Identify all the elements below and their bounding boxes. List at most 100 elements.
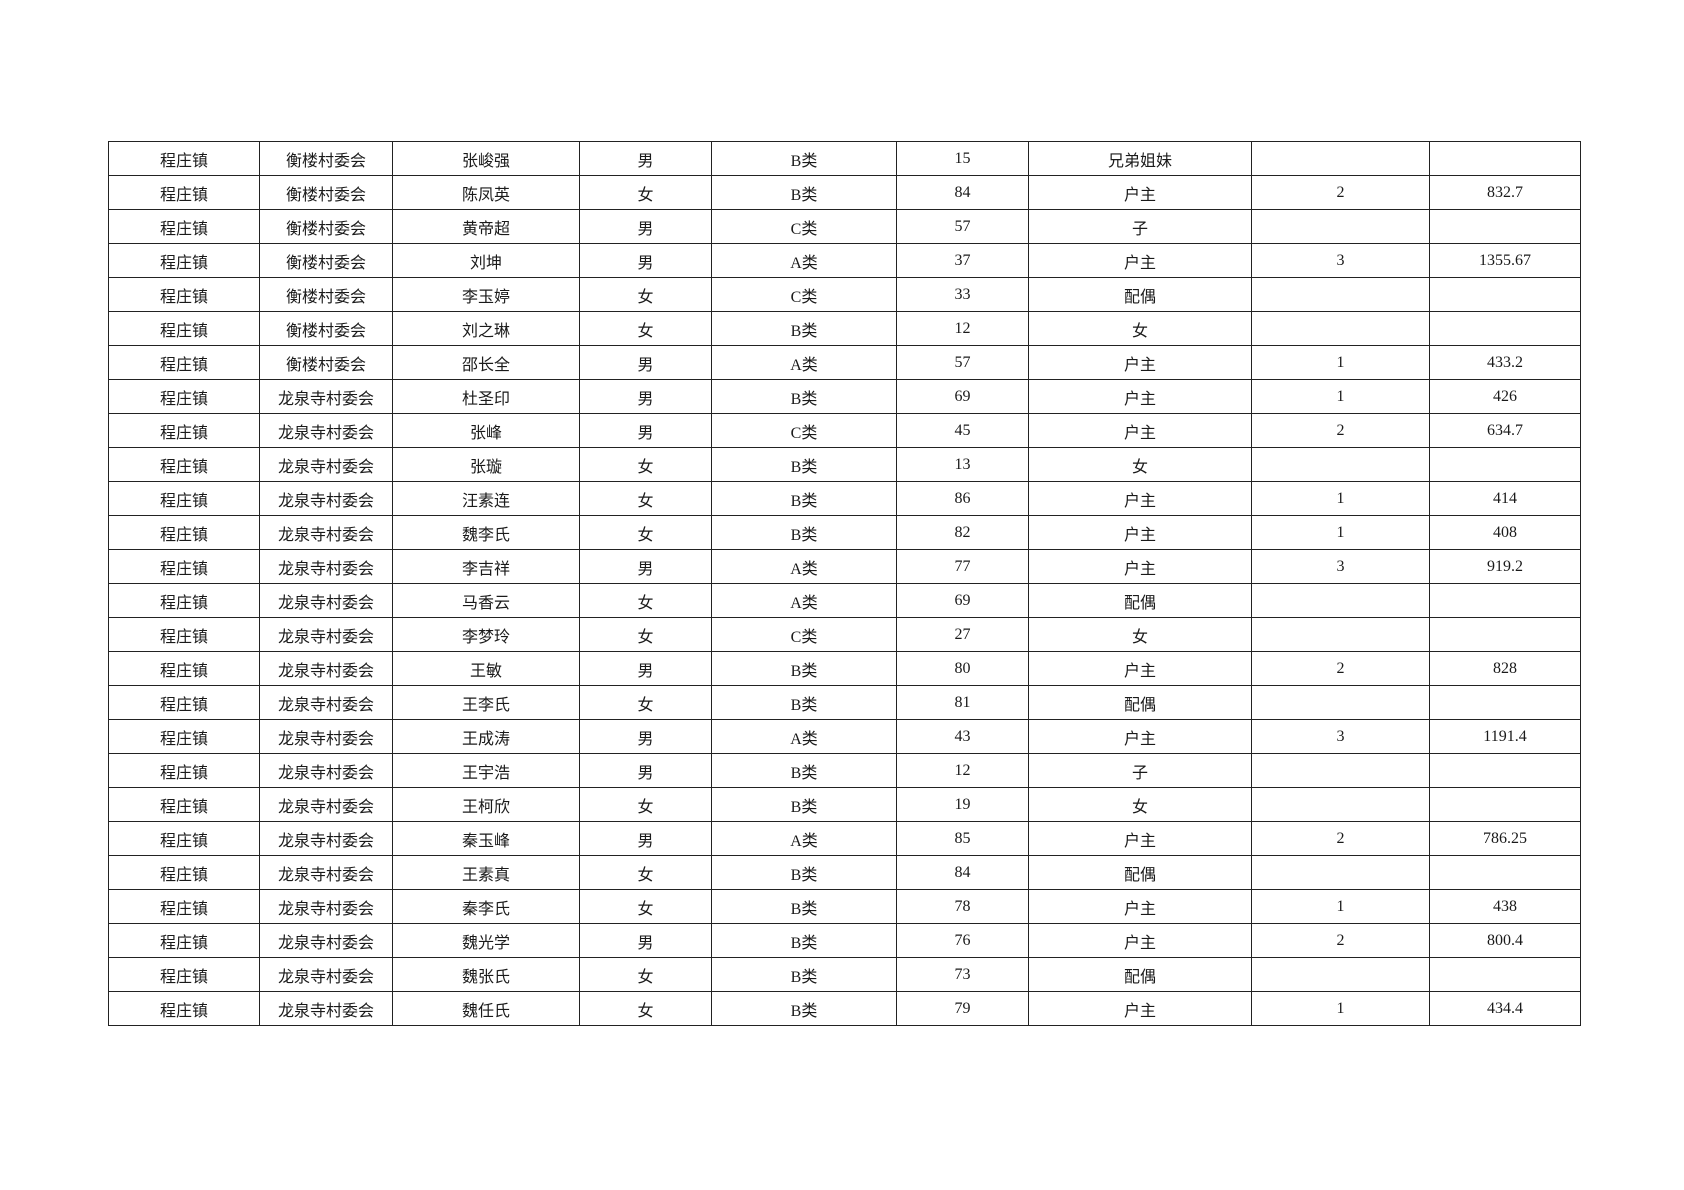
gender-cell: 男 xyxy=(579,753,712,788)
village-committee-cell: 衡楼村委会 xyxy=(259,311,393,346)
table-row: 程庄镇 衡楼村委会 刘之琳女 B类 12 女 xyxy=(108,311,1581,346)
village-committee-cell: 龙泉寺村委会 xyxy=(259,957,393,992)
table-row: 程庄镇 龙泉寺村委会 魏光学男 B类 76 户主 2 800.4 xyxy=(108,923,1581,958)
table-row: 程庄镇 衡楼村委会 邵长全男 A类 57 户主 1 433.2 xyxy=(108,345,1581,380)
amount-cell: 434.4 xyxy=(1429,991,1581,1026)
town-cell: 程庄镇 xyxy=(108,753,260,788)
name-cell: 汪素连 xyxy=(392,481,580,516)
household-size-cell xyxy=(1251,277,1430,312)
category-cell: B类 xyxy=(711,787,897,822)
relation-cell: 户主 xyxy=(1028,991,1252,1026)
relation-cell: 子 xyxy=(1028,753,1252,788)
village-committee-cell: 龙泉寺村委会 xyxy=(259,413,393,448)
village-committee-cell: 衡楼村委会 xyxy=(259,175,393,210)
village-committee-cell: 龙泉寺村委会 xyxy=(259,923,393,958)
age-cell: 82 xyxy=(896,515,1029,550)
village-committee-cell: 衡楼村委会 xyxy=(259,277,393,312)
gender-cell: 男 xyxy=(579,719,712,754)
name-cell: 魏张氏 xyxy=(392,957,580,992)
category-cell: C类 xyxy=(711,277,897,312)
name-cell: 王李氏 xyxy=(392,685,580,720)
gender-cell: 男 xyxy=(579,379,712,414)
name-cell: 张峻强 xyxy=(392,141,580,176)
amount-cell: 414 xyxy=(1429,481,1581,516)
town-cell: 程庄镇 xyxy=(108,311,260,346)
amount-cell: 828 xyxy=(1429,651,1581,686)
category-cell: B类 xyxy=(711,481,897,516)
amount-cell: 1191.4 xyxy=(1429,719,1581,754)
town-cell: 程庄镇 xyxy=(108,481,260,516)
town-cell: 程庄镇 xyxy=(108,379,260,414)
category-cell: B类 xyxy=(711,447,897,482)
village-committee-cell: 龙泉寺村委会 xyxy=(259,447,393,482)
relation-cell: 户主 xyxy=(1028,549,1252,584)
amount-cell: 408 xyxy=(1429,515,1581,550)
amount-cell: 438 xyxy=(1429,889,1581,924)
name-cell: 陈凤英 xyxy=(392,175,580,210)
name-cell: 邵长全 xyxy=(392,345,580,380)
table-row: 程庄镇 龙泉寺村委会 王敏男 B类 80 户主 2 828 xyxy=(108,651,1581,686)
table-row: 程庄镇 龙泉寺村委会 魏李氏女 B类 82 户主 1 408 xyxy=(108,515,1581,550)
town-cell: 程庄镇 xyxy=(108,515,260,550)
household-size-cell: 1 xyxy=(1251,991,1430,1026)
amount-cell xyxy=(1429,685,1581,720)
village-committee-cell: 龙泉寺村委会 xyxy=(259,583,393,618)
age-cell: 43 xyxy=(896,719,1029,754)
relation-cell: 户主 xyxy=(1028,175,1252,210)
household-size-cell xyxy=(1251,787,1430,822)
village-committee-cell: 龙泉寺村委会 xyxy=(259,855,393,890)
household-size-cell: 2 xyxy=(1251,923,1430,958)
village-committee-cell: 衡楼村委会 xyxy=(259,243,393,278)
table-row: 程庄镇 龙泉寺村委会 王宇浩男 B类 12 子 xyxy=(108,753,1581,788)
age-cell: 76 xyxy=(896,923,1029,958)
relation-cell: 女 xyxy=(1028,447,1252,482)
category-cell: A类 xyxy=(711,345,897,380)
age-cell: 19 xyxy=(896,787,1029,822)
name-cell: 王敏 xyxy=(392,651,580,686)
category-cell: A类 xyxy=(711,243,897,278)
relation-cell: 户主 xyxy=(1028,821,1252,856)
household-size-cell: 1 xyxy=(1251,889,1430,924)
household-size-cell xyxy=(1251,141,1430,176)
amount-cell xyxy=(1429,209,1581,244)
town-cell: 程庄镇 xyxy=(108,277,260,312)
amount-cell xyxy=(1429,787,1581,822)
age-cell: 86 xyxy=(896,481,1029,516)
village-committee-cell: 龙泉寺村委会 xyxy=(259,719,393,754)
household-size-cell: 1 xyxy=(1251,379,1430,414)
age-cell: 27 xyxy=(896,617,1029,652)
town-cell: 程庄镇 xyxy=(108,821,260,856)
age-cell: 69 xyxy=(896,583,1029,618)
relation-cell: 兄弟姐妹 xyxy=(1028,141,1252,176)
household-size-cell xyxy=(1251,685,1430,720)
gender-cell: 男 xyxy=(579,243,712,278)
gender-cell: 女 xyxy=(579,685,712,720)
age-cell: 84 xyxy=(896,175,1029,210)
village-committee-cell: 龙泉寺村委会 xyxy=(259,651,393,686)
age-cell: 78 xyxy=(896,889,1029,924)
town-cell: 程庄镇 xyxy=(108,345,260,380)
town-cell: 程庄镇 xyxy=(108,413,260,448)
category-cell: B类 xyxy=(711,379,897,414)
amount-cell xyxy=(1429,957,1581,992)
village-committee-cell: 龙泉寺村委会 xyxy=(259,515,393,550)
table-row: 程庄镇 龙泉寺村委会 王李氏女 B类 81 配偶 xyxy=(108,685,1581,720)
gender-cell: 男 xyxy=(579,345,712,380)
gender-cell: 女 xyxy=(579,583,712,618)
town-cell: 程庄镇 xyxy=(108,583,260,618)
age-cell: 13 xyxy=(896,447,1029,482)
relation-cell: 户主 xyxy=(1028,345,1252,380)
town-cell: 程庄镇 xyxy=(108,923,260,958)
amount-cell: 800.4 xyxy=(1429,923,1581,958)
household-size-cell xyxy=(1251,753,1430,788)
table-row: 程庄镇 衡楼村委会 陈凤英女 B类 84 户主 2 832.7 xyxy=(108,175,1581,210)
name-cell: 王素真 xyxy=(392,855,580,890)
table-row: 程庄镇 龙泉寺村委会 李吉祥男 A类 77 户主 3 919.2 xyxy=(108,549,1581,584)
name-cell: 刘之琳 xyxy=(392,311,580,346)
gender-cell: 女 xyxy=(579,311,712,346)
category-cell: B类 xyxy=(711,515,897,550)
table-row: 程庄镇 龙泉寺村委会 秦玉峰男 A类 85 户主 2 786.25 xyxy=(108,821,1581,856)
table-row: 程庄镇 龙泉寺村委会 魏任氏女 B类 79 户主 1 434.4 xyxy=(108,991,1581,1026)
category-cell: B类 xyxy=(711,889,897,924)
table-row: 程庄镇 龙泉寺村委会 张峰男 C类 45 户主 2 634.7 xyxy=(108,413,1581,448)
